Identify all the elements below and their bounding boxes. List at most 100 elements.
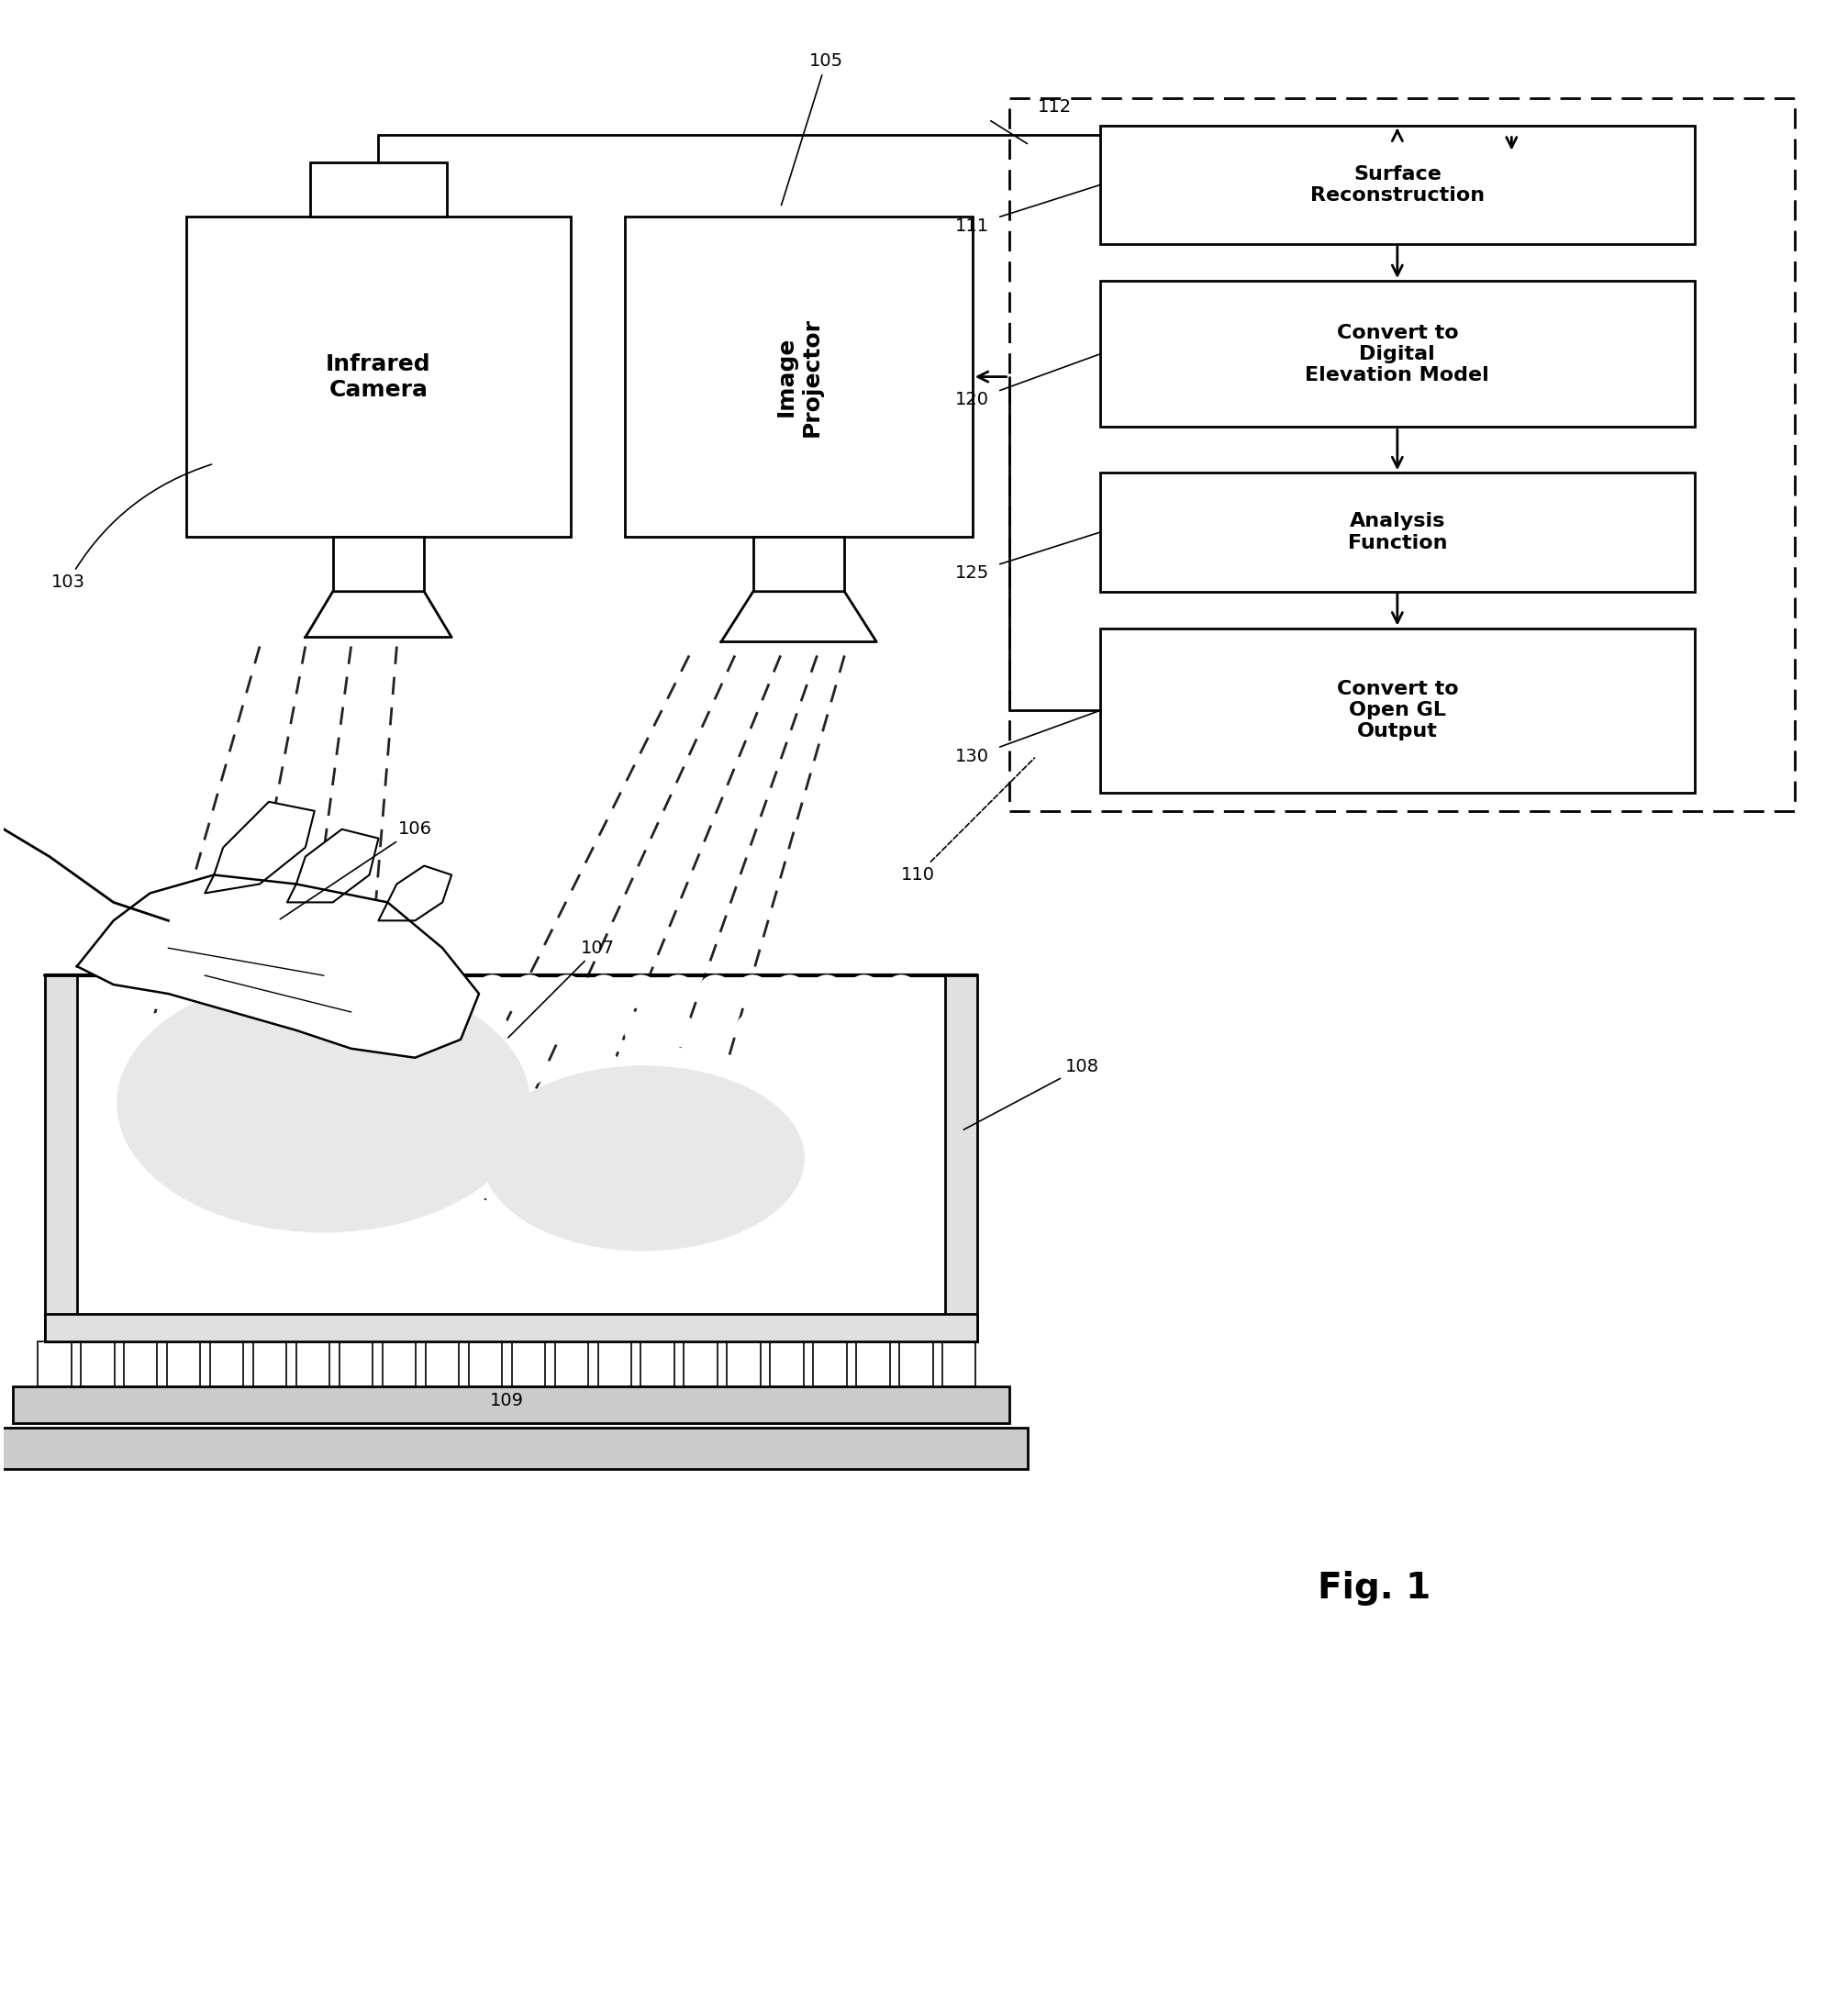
Text: Surface
Reconstruction: Surface Reconstruction xyxy=(1310,164,1484,204)
Circle shape xyxy=(142,1242,174,1276)
Circle shape xyxy=(625,1166,658,1200)
Text: 130: 130 xyxy=(955,747,989,765)
Circle shape xyxy=(179,1242,211,1276)
Circle shape xyxy=(253,1128,286,1162)
Circle shape xyxy=(290,1090,323,1124)
Bar xyxy=(44,975,78,1342)
Polygon shape xyxy=(721,591,876,641)
Circle shape xyxy=(290,1280,323,1314)
Circle shape xyxy=(885,1166,918,1200)
Circle shape xyxy=(142,1052,174,1086)
Bar xyxy=(942,1342,976,1386)
Text: 109: 109 xyxy=(490,1392,523,1410)
Circle shape xyxy=(885,1090,918,1124)
Circle shape xyxy=(885,975,918,1008)
Circle shape xyxy=(364,1166,397,1200)
Circle shape xyxy=(514,1166,545,1200)
Circle shape xyxy=(290,975,323,1008)
Circle shape xyxy=(699,1204,732,1238)
Circle shape xyxy=(142,975,174,1008)
Circle shape xyxy=(290,1052,323,1086)
Circle shape xyxy=(142,1014,174,1046)
Circle shape xyxy=(551,1014,584,1046)
Circle shape xyxy=(772,1242,806,1276)
Circle shape xyxy=(401,975,434,1008)
Bar xyxy=(37,1342,72,1386)
Circle shape xyxy=(885,1280,918,1314)
Circle shape xyxy=(438,1090,471,1124)
Circle shape xyxy=(848,1090,880,1124)
Circle shape xyxy=(103,1052,137,1086)
Circle shape xyxy=(514,1280,545,1314)
Circle shape xyxy=(401,1242,434,1276)
Circle shape xyxy=(216,975,249,1008)
Circle shape xyxy=(438,1204,471,1238)
Circle shape xyxy=(253,1166,286,1200)
Circle shape xyxy=(514,1014,545,1046)
Bar xyxy=(597,1342,632,1386)
Circle shape xyxy=(142,1280,174,1314)
Circle shape xyxy=(848,1242,880,1276)
Circle shape xyxy=(811,1090,843,1124)
Circle shape xyxy=(216,1242,249,1276)
Bar xyxy=(512,1342,545,1386)
Circle shape xyxy=(588,975,621,1008)
Circle shape xyxy=(216,1166,249,1200)
Circle shape xyxy=(253,975,286,1008)
Circle shape xyxy=(179,1014,211,1046)
Circle shape xyxy=(514,975,545,1008)
Circle shape xyxy=(736,1242,769,1276)
Circle shape xyxy=(103,1090,137,1124)
Circle shape xyxy=(699,1242,732,1276)
Bar xyxy=(726,1342,760,1386)
Circle shape xyxy=(699,1052,732,1086)
Text: Convert to
Open GL
Output: Convert to Open GL Output xyxy=(1336,679,1458,741)
Circle shape xyxy=(885,1204,918,1238)
Circle shape xyxy=(699,1090,732,1124)
Circle shape xyxy=(401,1014,434,1046)
Circle shape xyxy=(327,1128,360,1162)
Bar xyxy=(13,1386,1009,1424)
Circle shape xyxy=(477,1166,508,1200)
Circle shape xyxy=(551,1128,584,1162)
Circle shape xyxy=(253,1242,286,1276)
Circle shape xyxy=(588,1166,621,1200)
Circle shape xyxy=(438,975,471,1008)
Circle shape xyxy=(216,1052,249,1086)
Circle shape xyxy=(253,1014,286,1046)
Circle shape xyxy=(699,975,732,1008)
Circle shape xyxy=(811,1014,843,1046)
Circle shape xyxy=(736,1204,769,1238)
Bar xyxy=(900,1342,933,1386)
Circle shape xyxy=(625,975,658,1008)
Circle shape xyxy=(551,1166,584,1200)
Circle shape xyxy=(699,1280,732,1314)
Circle shape xyxy=(103,975,137,1008)
Circle shape xyxy=(103,1280,137,1314)
Circle shape xyxy=(290,1014,323,1046)
Circle shape xyxy=(625,1204,658,1238)
Circle shape xyxy=(551,975,584,1008)
Polygon shape xyxy=(305,591,451,637)
Text: 107: 107 xyxy=(508,939,615,1038)
Circle shape xyxy=(811,1242,843,1276)
Bar xyxy=(296,1342,329,1386)
Circle shape xyxy=(811,1204,843,1238)
Circle shape xyxy=(327,975,360,1008)
Circle shape xyxy=(216,1090,249,1124)
Circle shape xyxy=(401,1128,434,1162)
Bar xyxy=(469,1342,503,1386)
Bar xyxy=(1100,126,1695,244)
Circle shape xyxy=(588,1014,621,1046)
Bar xyxy=(771,1342,804,1386)
Text: 110: 110 xyxy=(900,757,1035,883)
Circle shape xyxy=(772,1128,806,1162)
Text: Fig. 1: Fig. 1 xyxy=(1318,1570,1430,1604)
Circle shape xyxy=(290,1242,323,1276)
Circle shape xyxy=(885,1052,918,1086)
Circle shape xyxy=(477,1090,508,1124)
Circle shape xyxy=(103,1014,137,1046)
Circle shape xyxy=(514,1090,545,1124)
Bar xyxy=(625,216,972,537)
Circle shape xyxy=(772,1204,806,1238)
